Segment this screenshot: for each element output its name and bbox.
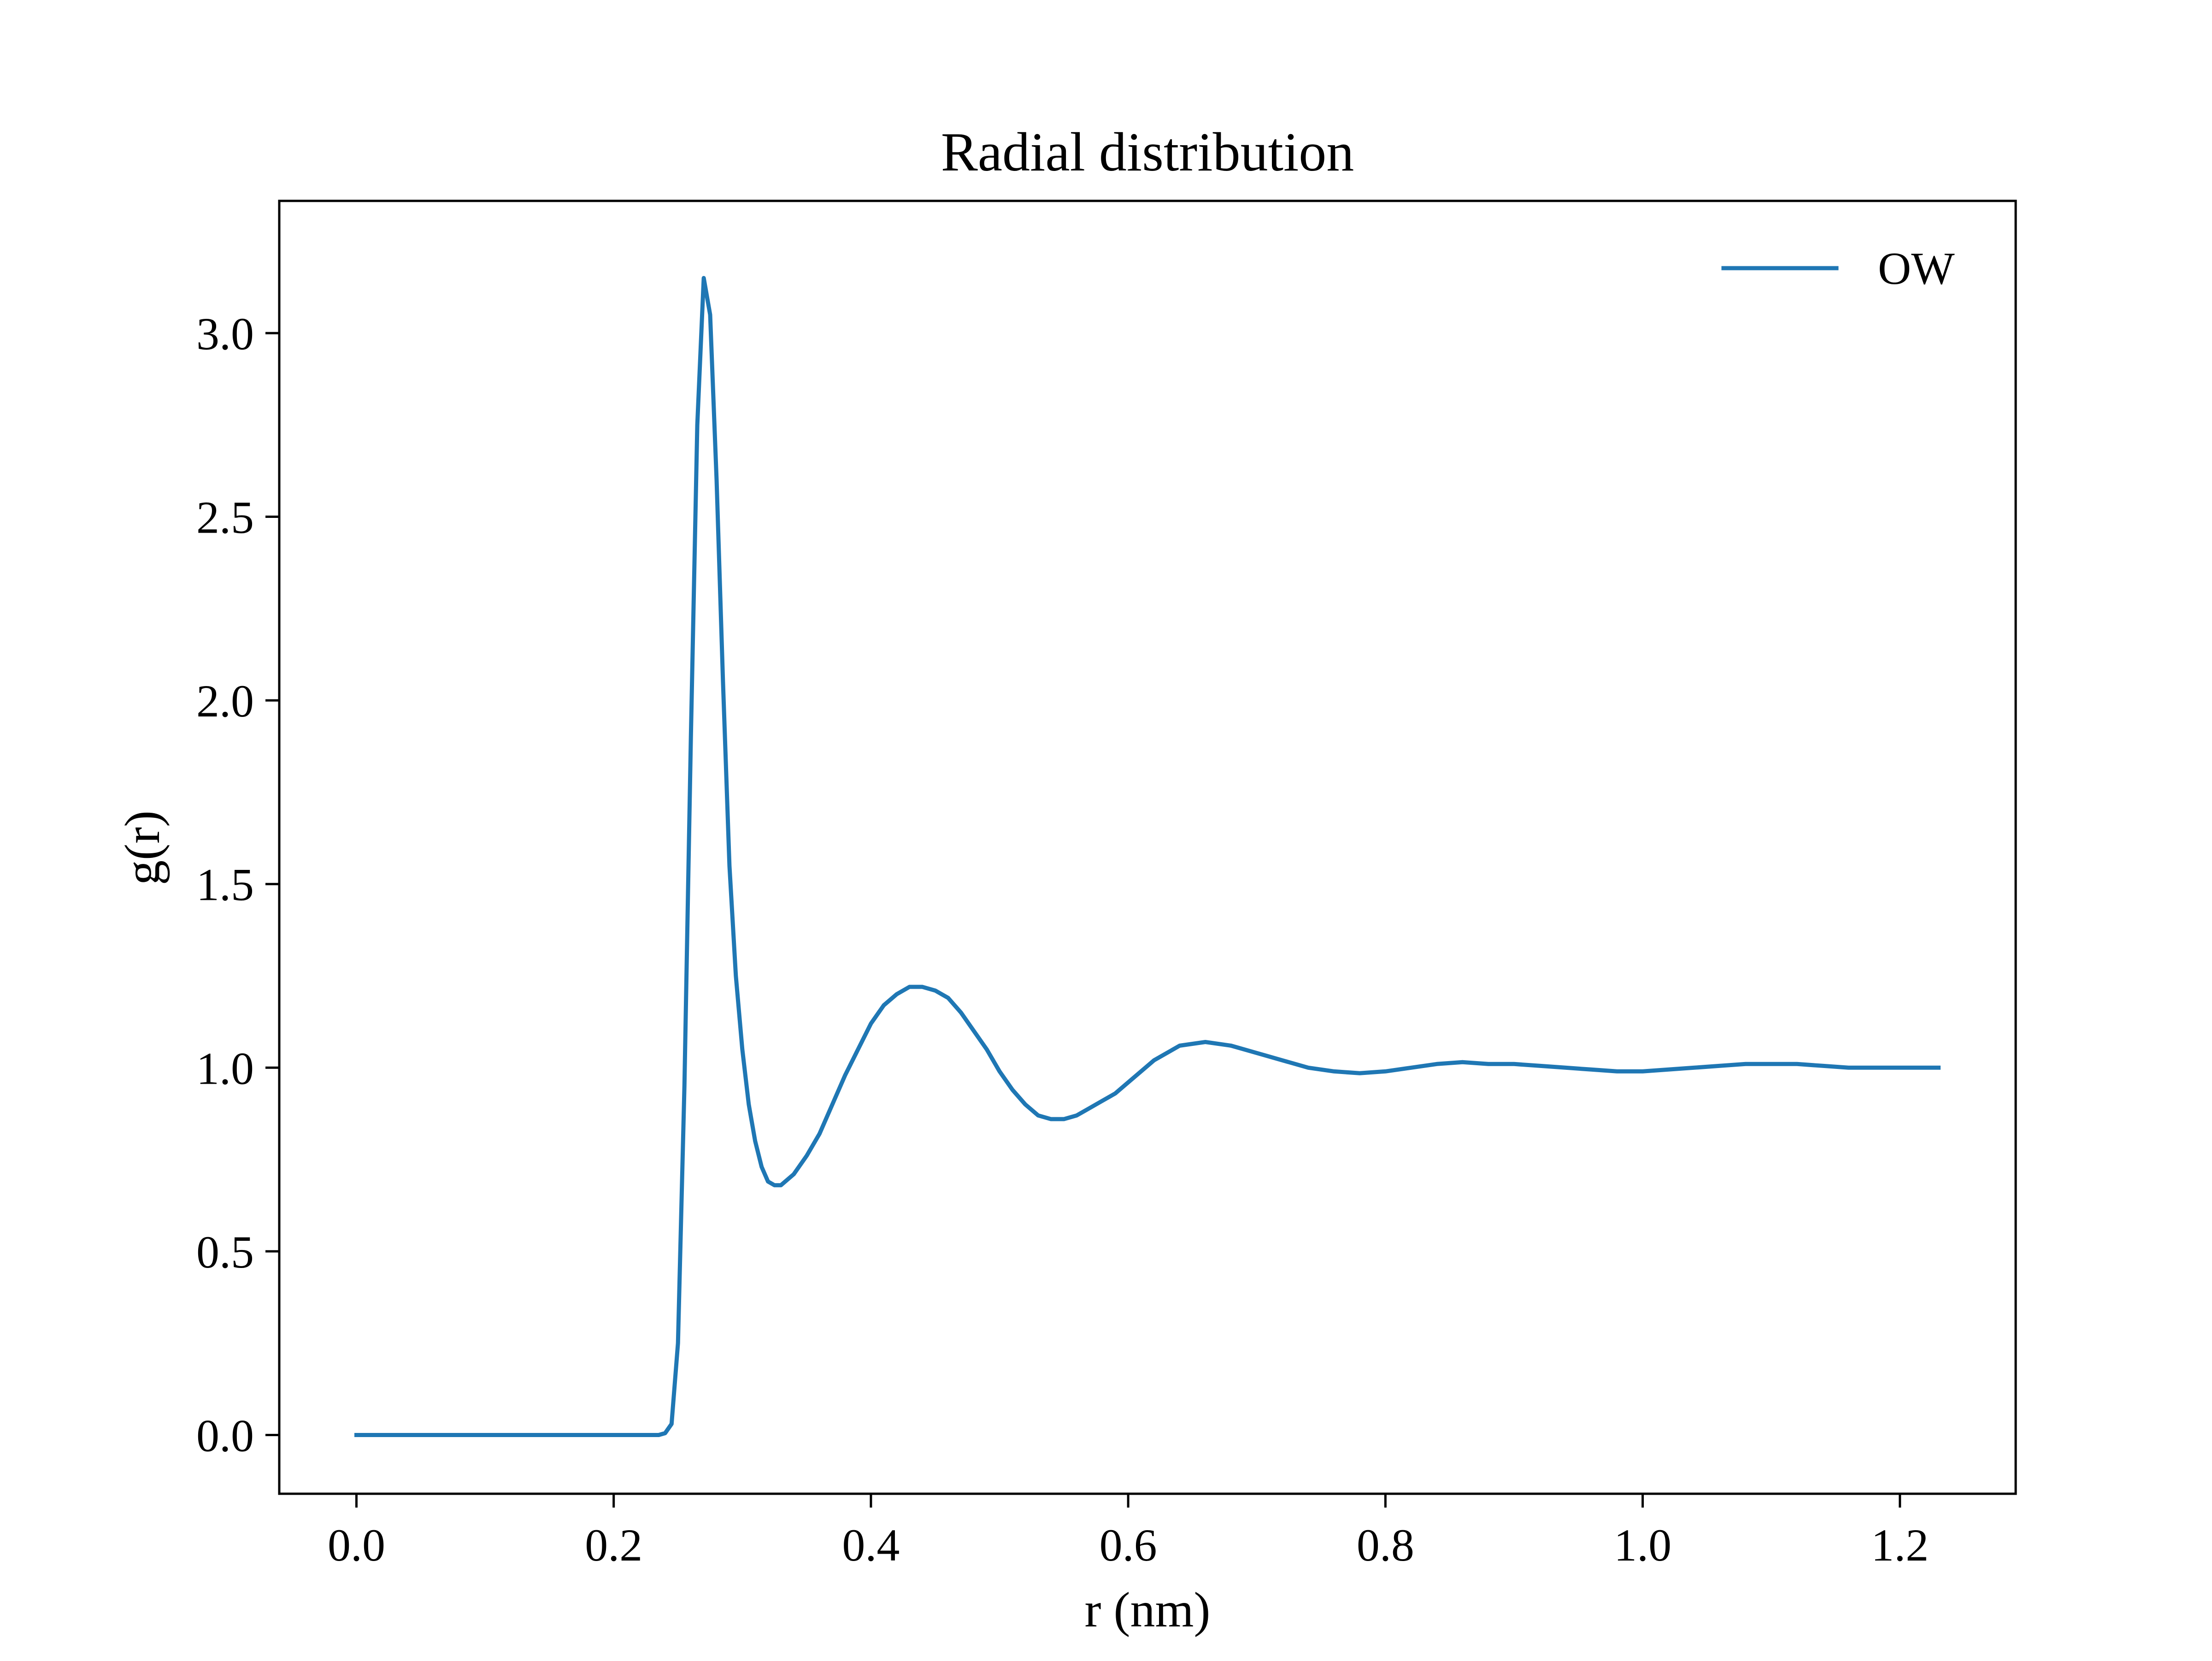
y-tick-label: 2.0 bbox=[196, 675, 254, 727]
x-tick-label: 0.2 bbox=[585, 1520, 642, 1571]
y-tick-label: 2.5 bbox=[196, 492, 254, 543]
x-axis-label: r (nm) bbox=[1085, 1583, 1211, 1638]
x-tick-label: 0.8 bbox=[1357, 1520, 1414, 1571]
x-axis-ticks: 0.0 0.2 0.4 0.6 0.8 1.0 1.2 bbox=[328, 1494, 1929, 1571]
y-axis-label: g(r) bbox=[115, 810, 170, 885]
y-tick-label: 1.0 bbox=[196, 1043, 254, 1094]
axes-frame bbox=[278, 200, 2017, 1495]
series-line-ow bbox=[354, 276, 1941, 1437]
legend: OW bbox=[1721, 243, 1955, 294]
x-tick-label: 1.0 bbox=[1614, 1520, 1671, 1571]
y-tick-label: 0.5 bbox=[196, 1227, 254, 1278]
plot-area bbox=[354, 276, 1941, 1437]
x-tick-label: 0.6 bbox=[1100, 1520, 1157, 1571]
x-tick-label: 0.4 bbox=[842, 1520, 900, 1571]
x-tick-label: 0.0 bbox=[328, 1520, 385, 1571]
y-tick-label: 0.0 bbox=[196, 1410, 254, 1461]
y-tick-label: 1.5 bbox=[196, 859, 254, 910]
y-tick-label: 3.0 bbox=[196, 308, 254, 359]
chart-title: Radial distribution bbox=[941, 121, 1354, 182]
x-tick-label: 1.2 bbox=[1871, 1520, 1929, 1571]
y-axis-ticks: 0.0 0.5 1.0 1.5 2.0 2.5 3.0 bbox=[196, 308, 279, 1461]
legend-label-ow: OW bbox=[1878, 243, 1955, 294]
